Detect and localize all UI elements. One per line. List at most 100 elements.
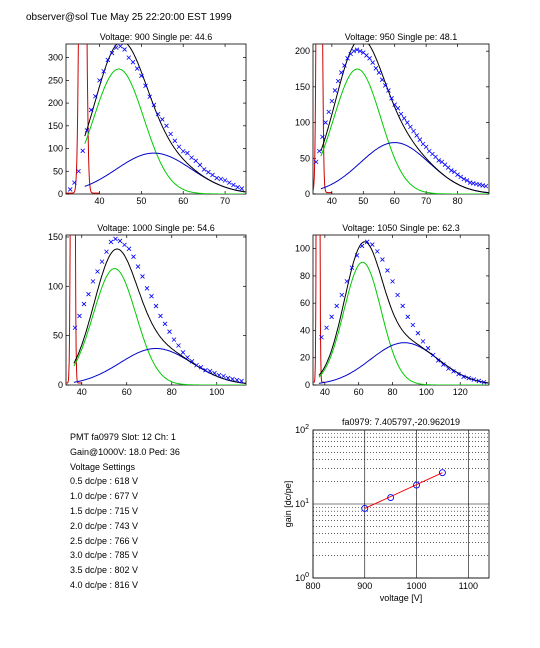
data-point [357, 48, 363, 54]
y-tick-label: 50 [300, 153, 310, 163]
data-point [334, 303, 339, 309]
chart-title: Voltage: 1000 Single pe: 54.6 [97, 223, 215, 233]
data-point [476, 378, 482, 384]
data-point [201, 167, 207, 172]
data-point [76, 168, 81, 174]
y-tick-label: 200 [295, 46, 310, 56]
data-point [456, 371, 461, 377]
data-point [140, 274, 145, 279]
data-point [135, 264, 141, 269]
plot-area [313, 44, 489, 194]
x-tick-label: 70 [220, 196, 230, 206]
x-tick-label: 40 [77, 387, 87, 397]
fit-tail-curve [73, 348, 246, 384]
data-point [458, 174, 463, 180]
data-point [218, 176, 224, 182]
data-point [380, 257, 385, 262]
x-tick-label: 40 [320, 387, 330, 397]
data-point [400, 303, 405, 309]
data-point [155, 111, 161, 117]
data-point [214, 175, 219, 181]
x-tick-label: 50 [136, 196, 146, 206]
data-point [392, 102, 397, 107]
y-tick-label: 0 [58, 189, 63, 199]
data-point [130, 59, 136, 65]
data-point [86, 291, 91, 297]
fit-main-curve [84, 68, 246, 194]
gain-point [361, 505, 369, 512]
voltage-setting-item: 3.5 dc/pe : 802 V [70, 565, 139, 576]
chart-title: fa0979: 7.405797,-20.962019 [342, 417, 460, 427]
data-point [144, 286, 150, 291]
pedestal-curve [66, 44, 100, 194]
data-point [411, 128, 416, 134]
data-point [225, 375, 231, 381]
plot-area [66, 235, 246, 385]
x-tick-label: 70 [421, 196, 431, 206]
data-point [72, 325, 78, 331]
data-point [369, 242, 375, 247]
data-point [383, 83, 388, 88]
data-point [113, 45, 119, 50]
data-point [359, 243, 365, 249]
fit-main-curve [73, 268, 246, 385]
y-tick-label: 50 [53, 166, 63, 176]
data-point [207, 368, 213, 374]
plot-frame [65, 234, 247, 386]
chart-title: Voltage: 900 Single pe: 44.6 [100, 32, 213, 42]
data-point [329, 98, 335, 104]
fit-main-curve [320, 68, 489, 194]
plot-frame [312, 234, 490, 386]
data-point [206, 169, 211, 175]
x-tick-label: 100 [209, 387, 224, 397]
pedestal-curve [313, 44, 332, 194]
data-point [109, 50, 115, 56]
y-tick-label: 100 [295, 572, 309, 583]
data-point [313, 159, 319, 165]
data-point [395, 106, 401, 111]
y-tick-label: 300 [48, 53, 63, 63]
data-point [230, 376, 235, 382]
y-tick-label: 150 [295, 82, 310, 92]
chart-title: Voltage: 1050 Single pe: 62.3 [342, 223, 460, 233]
plot-frame [312, 429, 490, 579]
y-tick-label: 100 [48, 281, 63, 291]
data-point [176, 144, 182, 150]
data-point [420, 339, 426, 344]
plot-area [66, 44, 246, 194]
x-tick-label: 800 [305, 581, 320, 591]
y-tick-label: 250 [48, 75, 63, 85]
plot-area [313, 235, 489, 385]
fit-total-curve [320, 44, 489, 194]
data-point [93, 93, 98, 99]
data-point [153, 303, 159, 309]
data-point [80, 148, 86, 154]
data-point [126, 55, 132, 60]
x-tick-label: 1100 [459, 581, 478, 591]
data-point [193, 158, 199, 164]
y-tick-label: 102 [295, 424, 309, 435]
gain-info-line: Gain@1000V: 18.0 Ped: 36 [70, 446, 180, 457]
data-point [172, 138, 178, 144]
voltage-setting-item: 1.0 dc/pe : 677 V [70, 491, 139, 502]
data-point [354, 47, 360, 52]
voltage-setting-item: 0.5 dc/pe : 618 V [70, 476, 139, 487]
chart-panel-950: Voltage: 950 Single pe: 48.1 40 50 60 70 80 0 5… [295, 32, 490, 206]
data-point [162, 321, 168, 327]
data-point [97, 78, 102, 83]
data-point [216, 372, 222, 378]
voltage-setting-item: 2.0 dc/pe : 743 V [70, 520, 139, 531]
data-point [335, 78, 341, 84]
y-tick-base: 10 [295, 425, 305, 435]
x-tick-label: 40 [327, 196, 337, 206]
data-point [405, 120, 410, 125]
data-point [168, 131, 173, 137]
data-point [451, 369, 456, 374]
data-point [430, 352, 436, 358]
data-point [226, 180, 232, 185]
y-tick-label: 20 [300, 353, 310, 363]
data-point [176, 343, 181, 348]
y-tick-label: 100 [48, 144, 63, 154]
plot-frame [65, 43, 247, 195]
